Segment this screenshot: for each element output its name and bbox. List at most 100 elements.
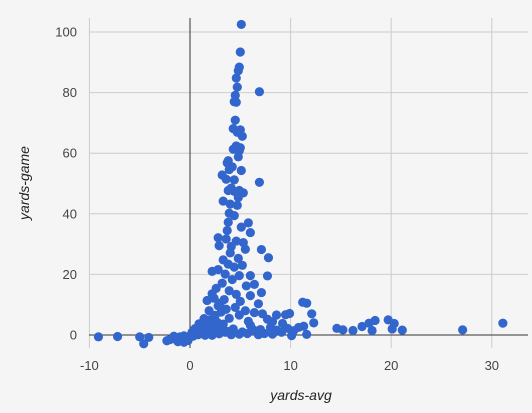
- scatter-point: [213, 233, 223, 243]
- scatter-point: [256, 244, 267, 255]
- scatter-point: [224, 164, 234, 175]
- scatter-point: [249, 279, 259, 289]
- scatter-point: [271, 310, 282, 320]
- scatter-point: [245, 271, 255, 281]
- scatter-point: [242, 328, 252, 339]
- scatter-point: [245, 291, 255, 301]
- scatter-point: [236, 222, 246, 232]
- scatter-point: [284, 308, 295, 319]
- x-tick-label: -10: [80, 358, 99, 373]
- scatter-point: [237, 131, 247, 141]
- data-points: [93, 19, 508, 349]
- y-axis-title: yards-game: [16, 146, 32, 221]
- x-axis-title: yards-avg: [269, 387, 332, 403]
- scatter-point: [220, 327, 230, 337]
- scatter-point: [231, 73, 241, 83]
- scatter-point: [220, 269, 230, 279]
- scatter-point: [112, 331, 123, 342]
- scatter-point: [235, 296, 245, 306]
- scatter-point: [200, 330, 210, 340]
- scatter-point: [236, 165, 246, 176]
- scatter-point: [195, 324, 205, 334]
- scatter-point: [222, 225, 232, 236]
- scatter-point: [233, 66, 243, 76]
- x-tick-label: 10: [283, 358, 297, 373]
- scatter-point: [245, 227, 255, 238]
- scatter-point: [232, 82, 242, 92]
- scatter-point: [225, 199, 235, 209]
- scatter-point: [221, 174, 231, 184]
- scatter-point: [223, 217, 233, 227]
- scatter-point: [202, 295, 212, 306]
- scatter-point: [233, 152, 243, 162]
- scatter-point: [357, 321, 367, 332]
- y-tick-label: 100: [55, 25, 77, 40]
- scatter-point: [241, 281, 251, 291]
- scatter-point: [267, 329, 278, 339]
- scatter-point: [262, 271, 273, 281]
- scatter-point: [367, 325, 377, 336]
- scatter-point: [237, 260, 247, 270]
- scatter-point: [229, 262, 239, 272]
- scatter-point: [302, 329, 312, 339]
- scatter-point: [144, 332, 154, 343]
- scatter-point: [229, 175, 239, 185]
- scatter-point: [233, 192, 243, 203]
- scatter-point: [225, 248, 235, 258]
- scatter-point: [229, 211, 239, 221]
- x-tick-label: 0: [186, 358, 193, 373]
- scatter-point: [240, 244, 250, 254]
- scatter-point: [227, 274, 237, 285]
- scatter-point: [253, 330, 264, 340]
- scatter-point: [309, 318, 319, 328]
- y-tick-label: 20: [63, 267, 77, 282]
- scatter-point: [348, 325, 358, 336]
- scatter-point: [234, 271, 244, 281]
- scatter-point: [249, 307, 259, 318]
- scatter-point: [370, 315, 380, 326]
- scatter-point: [338, 325, 348, 335]
- scatter-point: [232, 200, 242, 210]
- scatter-point: [254, 177, 265, 187]
- scatter-point: [243, 218, 253, 228]
- scatter-point: [263, 253, 274, 263]
- scatter-point: [287, 331, 297, 341]
- scatter-point: [256, 287, 267, 298]
- scatter-point: [221, 234, 231, 244]
- scatter-point: [307, 309, 317, 319]
- scatter-point: [207, 266, 217, 276]
- scatter-point: [299, 321, 309, 331]
- scatter-point: [458, 325, 468, 335]
- scatter-point: [214, 241, 224, 251]
- scatter-point: [302, 298, 312, 308]
- y-tick-label: 40: [63, 206, 77, 221]
- scatter-point: [93, 332, 104, 342]
- scatter-point: [224, 313, 234, 323]
- scatter-point: [397, 325, 407, 335]
- scatter-point: [169, 331, 179, 341]
- scatter-point: [254, 87, 265, 97]
- y-tick-label: 80: [63, 85, 77, 100]
- scatter-point: [253, 299, 264, 309]
- scatter-point: [217, 278, 227, 288]
- scatter-point: [236, 19, 246, 30]
- x-tick-label: 20: [384, 358, 398, 373]
- scatter-point: [187, 327, 197, 337]
- scatter-point: [498, 318, 508, 328]
- scatter-point: [218, 196, 228, 206]
- scatter-point: [212, 317, 222, 327]
- scatter-point: [224, 286, 234, 296]
- scatter-point: [230, 115, 240, 125]
- gridlines: [88, 18, 528, 348]
- scatter-point: [230, 302, 240, 313]
- scatter-point: [233, 253, 243, 263]
- scatter-point: [243, 316, 253, 326]
- x-tick-label: 30: [485, 358, 499, 373]
- y-tick-label: 0: [70, 328, 77, 343]
- scatter-point: [231, 289, 241, 299]
- scatter-point: [387, 324, 397, 334]
- scatter-point: [139, 339, 149, 349]
